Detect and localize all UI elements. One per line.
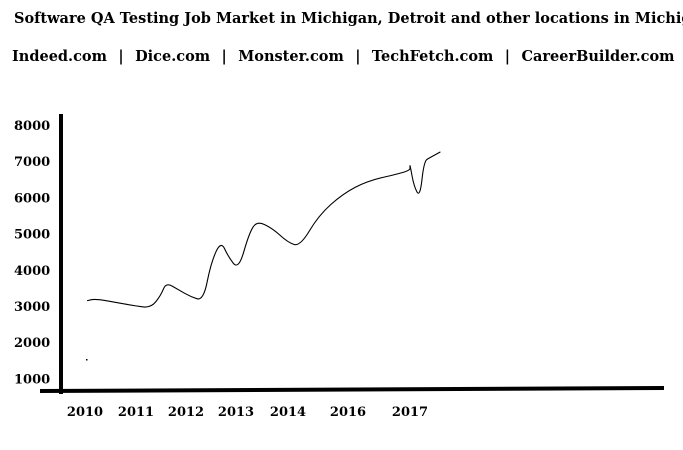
y-tick-labels: 1000 2000 3000 4000 5000 6000 7000 8000 xyxy=(14,119,50,387)
source-monster: Monster.com xyxy=(238,48,344,65)
source-careerbuilder: CareerBuilder.com xyxy=(521,48,675,65)
source-list: Indeed.com | Dice.com | Monster.com | Te… xyxy=(12,48,675,65)
source-dice: Dice.com xyxy=(135,48,211,65)
source-separator: | xyxy=(504,48,511,65)
x-tick-label-2012: 2012 xyxy=(168,405,204,420)
x-tick-labels: 2010 2011 2012 2013 2014 2016 2017 xyxy=(67,405,428,420)
y-tick-label-8000: 8000 xyxy=(14,119,50,134)
source-indeed: Indeed.com xyxy=(12,48,107,65)
source-separator: | xyxy=(118,48,124,65)
x-tick-label-2010: 2010 xyxy=(67,405,103,420)
y-tick-label-6000: 6000 xyxy=(14,191,50,206)
stray-dot xyxy=(86,359,88,361)
x-axis xyxy=(39,386,665,393)
series-line xyxy=(86,151,441,308)
y-tick-label-3000: 3000 xyxy=(14,300,50,315)
chart-title: Software QA Testing Job Market in Michig… xyxy=(14,10,683,27)
y-tick-label-7000: 7000 xyxy=(14,155,50,170)
x-tick-label-2017: 2017 xyxy=(392,405,428,420)
source-separator: | xyxy=(221,48,227,65)
x-tick-label-2011: 2011 xyxy=(118,405,154,420)
source-separator: | xyxy=(355,48,361,65)
y-tick-label-5000: 5000 xyxy=(14,228,50,243)
y-tick-label-1000: 1000 xyxy=(14,372,50,387)
x-tick-label-2013: 2013 xyxy=(218,405,254,420)
x-tick-label-2014: 2014 xyxy=(270,405,306,420)
y-tick-label-2000: 2000 xyxy=(14,336,50,351)
x-tick-label-2016: 2016 xyxy=(330,405,366,420)
y-tick-label-4000: 4000 xyxy=(14,264,50,279)
source-techfetch: TechFetch.com xyxy=(371,48,494,65)
